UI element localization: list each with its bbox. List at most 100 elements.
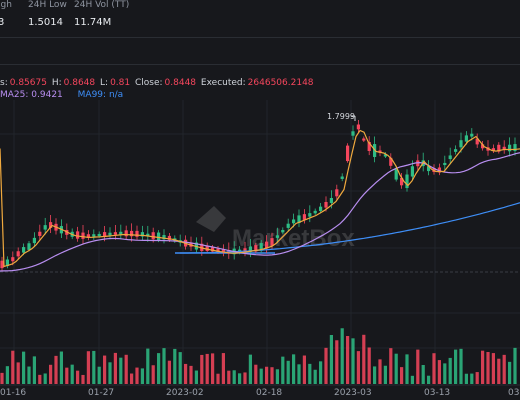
volume-bar <box>421 365 425 384</box>
volume-bar <box>308 363 312 384</box>
candle-body <box>108 232 112 236</box>
volume-bar <box>459 348 463 384</box>
candle-body <box>43 225 47 230</box>
candle-body <box>259 243 263 251</box>
candle-body <box>329 198 333 203</box>
volume-bar <box>470 373 474 384</box>
volume-bar <box>508 361 512 384</box>
candle-body <box>297 215 301 223</box>
candle-body <box>275 235 279 238</box>
volume-bar <box>130 373 134 384</box>
volume-bar <box>448 357 452 384</box>
ma99-label: MA99: <box>77 90 107 100</box>
candle-body <box>38 231 42 236</box>
candle-body <box>270 238 274 246</box>
candle-body <box>340 176 344 179</box>
volume-bar <box>221 353 225 384</box>
volume-bar <box>211 353 215 384</box>
x-axis-label: 03-13 <box>424 388 451 398</box>
candle-body <box>389 157 393 166</box>
volume-bar <box>329 334 333 384</box>
low-value: 0.81 <box>110 78 131 88</box>
candle-body <box>464 135 468 142</box>
candle-body <box>346 145 350 162</box>
x-axis-label: 2023-02 <box>166 388 204 398</box>
volume-bar <box>178 352 182 384</box>
candle-body <box>11 257 15 262</box>
volume-bar <box>464 373 468 384</box>
divider <box>0 37 520 38</box>
ma25-value: 0.9421 <box>31 90 63 100</box>
volume-bar <box>76 370 80 384</box>
volume-bar <box>113 352 117 384</box>
candle-body <box>157 232 161 241</box>
volume-bar <box>324 347 328 384</box>
volume-bar <box>167 360 171 384</box>
candle-body <box>448 155 452 160</box>
candle-body <box>502 146 506 150</box>
volume-bar <box>416 349 420 384</box>
candle-body <box>97 233 101 237</box>
volume-bars <box>0 328 517 384</box>
volume-bar <box>157 353 161 384</box>
candle-body <box>400 177 404 186</box>
volume-bar <box>427 375 431 384</box>
volume-bar <box>119 357 123 384</box>
ma7-line <box>0 129 520 268</box>
stat-24h-low: 24H Low 1.5014 <box>28 0 67 28</box>
stat-24h-volume: 24H Vol (TT) 11.74M <box>74 0 129 28</box>
candle-body <box>265 241 269 249</box>
peak-price-label: 1.7999 <box>327 112 355 121</box>
volume-bar <box>16 362 20 384</box>
volume-bar <box>86 351 90 384</box>
volume-bar <box>383 365 387 384</box>
volume-bar <box>265 366 269 384</box>
x-axis-label: 03 <box>508 388 520 398</box>
volume-bar <box>108 362 112 384</box>
candle-body <box>513 144 517 151</box>
volume-bar <box>292 354 296 384</box>
candle-body <box>443 162 447 166</box>
volume-bar <box>356 351 360 384</box>
volume-bar <box>0 372 4 384</box>
candle-body <box>205 245 209 252</box>
volume-bar <box>162 348 166 384</box>
candle-body <box>49 222 53 228</box>
candle-body <box>76 231 80 239</box>
candle-body <box>437 167 441 173</box>
volume-bar <box>189 365 193 384</box>
candle-body <box>146 233 150 237</box>
candle-body <box>378 150 382 153</box>
volume-bar <box>378 359 382 384</box>
candle-body <box>162 235 166 240</box>
x-axis-label: 01-16 <box>0 388 27 398</box>
volume-bar <box>513 347 517 384</box>
candle-body <box>475 138 479 145</box>
stat-label: igh <box>0 0 12 10</box>
volume-bar <box>367 347 371 384</box>
volume-bar <box>502 354 506 384</box>
volume-bar <box>475 372 479 384</box>
moving-average-readout: MA25: 0.9421 MA99: n/a <box>0 90 123 100</box>
candle-body <box>362 138 366 141</box>
high-label: H: <box>51 78 62 88</box>
volume-bar <box>146 348 150 384</box>
candle-body <box>319 206 323 212</box>
volume-bar <box>302 355 306 384</box>
candle-body <box>248 246 252 252</box>
candle-body <box>151 232 155 240</box>
high-value: 0.8648 <box>63 78 96 88</box>
low-label: L: <box>100 78 109 88</box>
volume-bar <box>92 350 96 384</box>
volume-bar <box>194 370 198 384</box>
volume-bar <box>286 360 290 384</box>
volume-bar <box>65 367 69 384</box>
volume-bar <box>238 373 242 384</box>
x-axis-label: 01-27 <box>88 388 115 398</box>
volume-bar <box>400 367 404 384</box>
candle-body <box>351 131 355 136</box>
volume-bar <box>124 354 128 384</box>
candle-body <box>481 144 485 149</box>
volume-bar <box>313 369 317 384</box>
